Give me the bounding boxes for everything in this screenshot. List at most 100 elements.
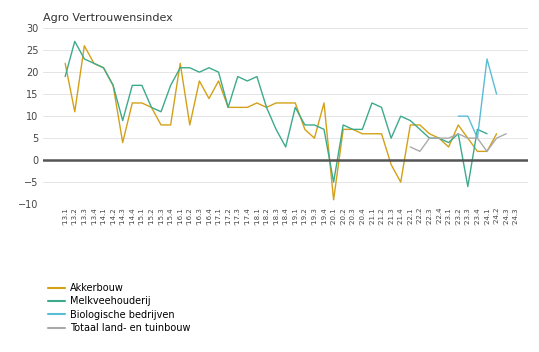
Totaal land- en tuinbouw [484, 149, 490, 153]
Totaal land- en tuinbouw [436, 136, 443, 140]
Akkerbouw [330, 197, 337, 202]
Melkveehouderij [81, 57, 87, 61]
Totaal land- en tuinbouw [426, 136, 433, 140]
Biologische bedrijven [465, 114, 471, 118]
Akkerbouw [168, 123, 174, 127]
Melkveehouderij [436, 136, 443, 140]
Melkveehouderij [244, 79, 251, 83]
Melkveehouderij [330, 180, 337, 184]
Melkveehouderij [168, 83, 174, 87]
Akkerbouw [417, 123, 423, 127]
Melkveehouderij [234, 74, 241, 78]
Melkveehouderij [120, 118, 126, 123]
Melkveehouderij [455, 132, 461, 136]
Akkerbouw [100, 65, 107, 70]
Akkerbouw [407, 123, 413, 127]
Melkveehouderij [148, 105, 155, 109]
Melkveehouderij [426, 136, 433, 140]
Melkveehouderij [407, 118, 413, 123]
Akkerbouw [215, 79, 222, 83]
Melkveehouderij [129, 83, 135, 87]
Akkerbouw [436, 136, 443, 140]
Melkveehouderij [186, 65, 193, 70]
Akkerbouw [91, 61, 97, 65]
Line: Totaal land- en tuinbouw: Totaal land- en tuinbouw [410, 134, 506, 151]
Akkerbouw [120, 140, 126, 145]
Totaal land- en tuinbouw [474, 136, 481, 140]
Akkerbouw [493, 132, 500, 136]
Melkveehouderij [158, 110, 164, 114]
Melkveehouderij [417, 127, 423, 131]
Melkveehouderij [292, 105, 299, 109]
Akkerbouw [340, 127, 347, 131]
Melkveehouderij [282, 145, 289, 149]
Melkveehouderij [225, 105, 231, 109]
Akkerbouw [455, 123, 461, 127]
Akkerbouw [465, 136, 471, 140]
Akkerbouw [148, 105, 155, 109]
Akkerbouw [445, 145, 452, 149]
Totaal land- en tuinbouw [503, 132, 509, 136]
Akkerbouw [234, 105, 241, 109]
Akkerbouw [321, 101, 327, 105]
Line: Melkveehouderij: Melkveehouderij [65, 41, 487, 187]
Melkveehouderij [359, 127, 365, 131]
Melkveehouderij [263, 105, 270, 109]
Totaal land- en tuinbouw [455, 132, 461, 136]
Akkerbouw [129, 101, 135, 105]
Akkerbouw [110, 83, 116, 87]
Akkerbouw [292, 101, 299, 105]
Line: Akkerbouw: Akkerbouw [65, 46, 496, 200]
Biologische bedrijven [484, 57, 490, 61]
Melkveehouderij [465, 184, 471, 189]
Melkveehouderij [397, 114, 404, 118]
Melkveehouderij [196, 70, 203, 74]
Melkveehouderij [340, 123, 347, 127]
Akkerbouw [206, 96, 212, 101]
Akkerbouw [474, 149, 481, 153]
Melkveehouderij [484, 132, 490, 136]
Melkveehouderij [378, 105, 385, 109]
Melkveehouderij [321, 127, 327, 131]
Totaal land- en tuinbouw [407, 145, 413, 149]
Akkerbouw [302, 127, 308, 131]
Melkveehouderij [369, 101, 375, 105]
Text: Agro Vertrouwensindex: Agro Vertrouwensindex [43, 13, 173, 23]
Line: Biologische bedrijven: Biologische bedrijven [458, 59, 496, 138]
Melkveehouderij [177, 65, 183, 70]
Melkveehouderij [302, 123, 308, 127]
Melkveehouderij [110, 83, 116, 87]
Totaal land- en tuinbouw [465, 136, 471, 140]
Melkveehouderij [206, 65, 212, 70]
Melkveehouderij [139, 83, 145, 87]
Melkveehouderij [254, 74, 260, 78]
Melkveehouderij [474, 127, 481, 131]
Akkerbouw [282, 101, 289, 105]
Akkerbouw [426, 132, 433, 136]
Akkerbouw [397, 180, 404, 184]
Melkveehouderij [215, 70, 222, 74]
Melkveehouderij [273, 127, 279, 131]
Akkerbouw [388, 163, 395, 167]
Melkveehouderij [350, 127, 356, 131]
Akkerbouw [378, 132, 385, 136]
Akkerbouw [225, 105, 231, 109]
Akkerbouw [196, 79, 203, 83]
Melkveehouderij [311, 123, 317, 127]
Akkerbouw [273, 101, 279, 105]
Akkerbouw [359, 132, 365, 136]
Melkveehouderij [445, 140, 452, 145]
Akkerbouw [350, 127, 356, 131]
Totaal land- en tuinbouw [445, 136, 452, 140]
Akkerbouw [369, 132, 375, 136]
Akkerbouw [177, 61, 183, 65]
Biologische bedrijven [474, 136, 481, 140]
Melkveehouderij [62, 74, 68, 78]
Akkerbouw [186, 123, 193, 127]
Legend: Akkerbouw, Melkveehouderij, Biologische bedrijven, Totaal land- en tuinbouw: Akkerbouw, Melkveehouderij, Biologische … [48, 283, 191, 333]
Biologische bedrijven [455, 114, 461, 118]
Melkveehouderij [91, 61, 97, 65]
Akkerbouw [139, 101, 145, 105]
Akkerbouw [62, 61, 68, 65]
Akkerbouw [158, 123, 164, 127]
